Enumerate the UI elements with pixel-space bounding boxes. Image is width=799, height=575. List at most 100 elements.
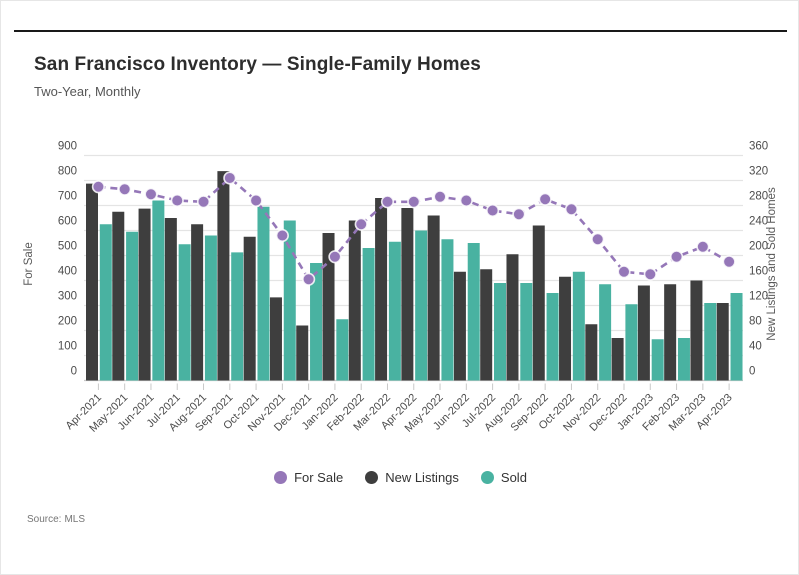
- bar-series-1: [99, 200, 743, 381]
- bar: [532, 225, 545, 381]
- data-point-dot: [302, 272, 316, 286]
- data-point-dot: [380, 195, 395, 209]
- bar: [637, 285, 650, 381]
- bar: [322, 233, 335, 381]
- data-point-dot: [696, 240, 710, 254]
- left-tick-label: 100: [58, 341, 77, 353]
- bar: [585, 324, 598, 381]
- data-point-dot: [486, 203, 500, 218]
- bar: [152, 200, 165, 381]
- data-point-dot: [328, 250, 342, 264]
- data-point-dot: [643, 267, 657, 281]
- bar: [690, 280, 703, 381]
- bar: [559, 276, 572, 381]
- bar: [112, 211, 125, 381]
- data-point-dot: [407, 195, 421, 209]
- legend-item-new-listings: New Listings: [365, 470, 459, 485]
- legend-item-sold: Sold: [480, 470, 527, 485]
- left-tick-label: 300: [58, 291, 77, 303]
- bars: [86, 171, 743, 381]
- data-point-dot: [144, 187, 158, 201]
- bar: [310, 263, 323, 381]
- bar: [126, 231, 139, 381]
- data-point-dot: [591, 232, 605, 246]
- right-tick-label: 0: [749, 366, 755, 378]
- bar: [86, 183, 98, 381]
- left-tick-label: 500: [58, 241, 77, 253]
- left-tick-label: 900: [58, 141, 77, 153]
- bar: [99, 224, 112, 381]
- bar: [348, 220, 361, 381]
- left-tick-label: 800: [58, 166, 77, 178]
- bar: [231, 252, 244, 381]
- bar: [388, 241, 401, 381]
- sold-dot-icon: [480, 471, 494, 484]
- data-point-dot: [118, 182, 132, 196]
- bar: [572, 271, 585, 381]
- right-axis-labels: 0 40 80 120 160 200 240 280 320 360: [749, 141, 768, 378]
- page-subtitle: Two-Year, Monthly: [34, 84, 141, 99]
- bar: [178, 244, 191, 381]
- right-tick-label: 160: [749, 266, 768, 278]
- source-note: Source: MLS: [27, 514, 88, 525]
- data-point-dot: [669, 250, 684, 264]
- left-tick-label: 200: [58, 316, 77, 328]
- new-listings-dot-icon: [365, 471, 379, 484]
- bar: [677, 338, 690, 381]
- legend-label: New Listings: [385, 470, 459, 485]
- for-sale-dot-icon: [274, 471, 288, 484]
- right-tick-label: 80: [749, 316, 762, 328]
- left-tick-label: 600: [58, 216, 77, 228]
- bar: [257, 206, 270, 381]
- top-rule: [14, 30, 787, 32]
- left-axis-title: For Sale: [23, 242, 35, 285]
- left-tick-label: 0: [71, 366, 77, 378]
- bar: [204, 235, 217, 381]
- bar: [283, 220, 296, 381]
- data-point-dot: [722, 255, 736, 269]
- legend-label: For Sale: [294, 470, 344, 485]
- bar: [480, 269, 493, 381]
- left-tick-label: 700: [58, 191, 77, 203]
- bar: [191, 224, 204, 381]
- bar: [716, 303, 729, 381]
- data-point-dot: [223, 171, 237, 185]
- data-point-dot: [564, 202, 579, 216]
- right-tick-label: 200: [749, 241, 768, 253]
- bar: [243, 236, 256, 381]
- data-point-dot: [249, 193, 263, 208]
- right-tick-label: 280: [749, 191, 768, 203]
- data-point-dot: [512, 207, 526, 221]
- right-tick-label: 120: [749, 291, 768, 303]
- bar: [336, 319, 349, 381]
- bar: [427, 215, 440, 381]
- legend-item-for-sale: For Sale: [274, 470, 343, 485]
- bar: [730, 293, 743, 381]
- bar: [704, 303, 717, 381]
- data-point-dot: [538, 192, 552, 206]
- bar: [217, 171, 230, 381]
- bar: [599, 284, 612, 381]
- data-point-dot: [617, 265, 631, 279]
- bar: [441, 239, 454, 381]
- bar: [138, 208, 151, 381]
- right-tick-label: 40: [749, 341, 762, 353]
- page-title: San Francisco Inventory — Single-Family …: [34, 54, 481, 75]
- bar: [611, 338, 624, 381]
- bar: [362, 248, 375, 381]
- data-point-dot: [459, 193, 473, 208]
- right-tick-label: 360: [749, 141, 768, 153]
- bar: [164, 218, 177, 381]
- legend-label: Sold: [500, 470, 527, 485]
- data-point-dot: [433, 190, 447, 204]
- left-tick-label: 400: [58, 266, 77, 278]
- data-point-dot: [91, 180, 105, 194]
- data-point-dot: [354, 217, 368, 231]
- bar: [546, 293, 559, 381]
- data-point-dot: [170, 193, 184, 208]
- bar: [494, 283, 506, 381]
- source-value: MLS: [64, 514, 86, 525]
- bar: [651, 339, 664, 381]
- bar: [520, 283, 533, 381]
